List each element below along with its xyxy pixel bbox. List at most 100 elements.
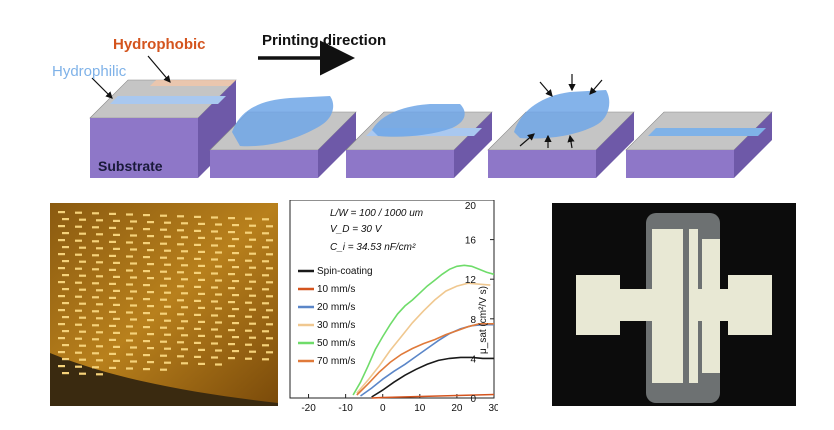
printed-dash [143, 340, 150, 343]
printed-dash [130, 304, 137, 307]
printed-dash [113, 331, 120, 334]
printed-dash [228, 301, 235, 304]
printed-dash [194, 257, 201, 260]
printed-dash [109, 212, 116, 215]
printed-dash [92, 352, 99, 355]
printed-dash [198, 334, 205, 337]
printed-dash [109, 254, 116, 257]
printed-dash [228, 217, 235, 220]
printed-dash [177, 327, 184, 330]
printed-dash [181, 292, 188, 295]
printed-dash [232, 336, 239, 339]
printed-dash [198, 306, 205, 309]
printed-dash [147, 333, 154, 336]
printed-dash [79, 288, 86, 291]
printed-dash [113, 261, 120, 264]
printed-dash [79, 302, 86, 305]
printed-dash [232, 294, 239, 297]
printed-dash [109, 338, 116, 341]
printed-dash [211, 342, 218, 345]
printed-dash [181, 306, 188, 309]
printed-dash [198, 264, 205, 267]
printed-dash [92, 212, 99, 215]
printed-dash [215, 279, 222, 282]
printed-dash [58, 211, 65, 214]
printed-dash [143, 284, 150, 287]
printed-dash [245, 329, 252, 332]
printed-dash [113, 345, 120, 348]
printed-dash [79, 344, 86, 347]
printed-dash [130, 290, 137, 293]
printed-dash [96, 219, 103, 222]
printed-dash [249, 350, 256, 353]
printed-dash [113, 275, 120, 278]
y-tick-label: 0 [470, 394, 476, 405]
printed-dash [245, 357, 252, 360]
printed-dash [181, 250, 188, 253]
source-electrode [576, 229, 678, 383]
printed-dash [198, 278, 205, 281]
printed-dash [181, 362, 188, 365]
printed-dash [113, 359, 120, 362]
printed-dash [215, 349, 222, 352]
printed-dash [143, 298, 150, 301]
printed-dash [62, 246, 69, 249]
printed-dash [245, 217, 252, 220]
printed-dash [96, 289, 103, 292]
printed-dash [147, 221, 154, 224]
printed-dash [215, 265, 222, 268]
printed-dash [232, 266, 239, 269]
series-line [356, 282, 491, 394]
y-tick-label: 16 [465, 236, 477, 247]
substrate-block-4 [487, 74, 635, 178]
printed-dash [92, 268, 99, 271]
printed-dash [262, 302, 269, 305]
printed-dash [109, 268, 116, 271]
printed-dash [181, 264, 188, 267]
printed-dash [143, 270, 150, 273]
printed-dash [194, 243, 201, 246]
printed-dash [245, 343, 252, 346]
printed-dash [266, 239, 273, 242]
printed-dash [58, 309, 65, 312]
hydrophobic-region [150, 80, 236, 86]
printed-dash [160, 228, 167, 231]
printed-dash [245, 259, 252, 262]
x-tick-label: -20 [301, 403, 316, 414]
printed-dash [96, 331, 103, 334]
printed-dash [177, 229, 184, 232]
printed-dash [75, 351, 82, 354]
printed-dash [109, 240, 116, 243]
printed-dash [262, 330, 269, 333]
printed-dash [211, 258, 218, 261]
printed-dash [249, 224, 256, 227]
series-line [371, 356, 494, 398]
printed-dash [143, 312, 150, 315]
printed-dash [249, 266, 256, 269]
printed-dash [211, 328, 218, 331]
printed-dash [232, 280, 239, 283]
printed-dash [211, 356, 218, 359]
printed-dash [147, 249, 154, 252]
printing-direction-label: Printing direction [262, 32, 387, 49]
printed-dash [198, 236, 205, 239]
printed-dash [130, 360, 137, 363]
printed-dash [130, 276, 137, 279]
printed-dash [79, 372, 86, 375]
printed-dash [109, 282, 116, 285]
printed-dash [160, 326, 167, 329]
y-tick-label: 20 [465, 201, 477, 212]
printed-dash [249, 280, 256, 283]
y-axis-label: μ_sat (cm²/V s) [478, 286, 489, 354]
printed-dash [96, 303, 103, 306]
printed-dash [228, 329, 235, 332]
printed-dash [96, 233, 103, 236]
printed-dash [126, 339, 133, 342]
printed-dash [160, 284, 167, 287]
printed-dash [92, 366, 99, 369]
printed-dash [92, 338, 99, 341]
printed-dash [96, 317, 103, 320]
hydrophobic-pointer [147, 55, 171, 83]
printed-dash [58, 281, 65, 284]
printed-dash [75, 267, 82, 270]
